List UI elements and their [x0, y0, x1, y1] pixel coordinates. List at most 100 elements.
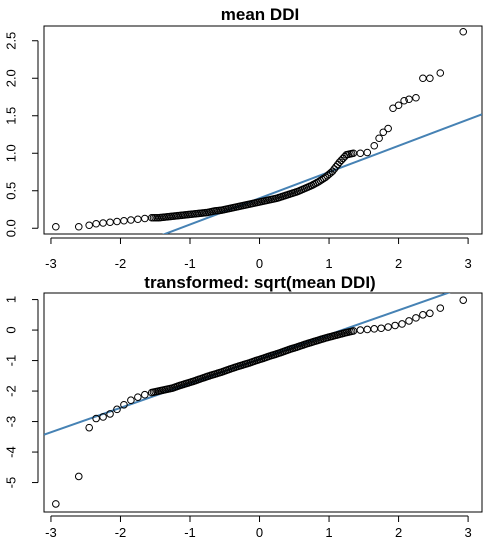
data-point [120, 400, 128, 409]
data-point [160, 386, 168, 394]
data-point [356, 149, 365, 158]
data-point [141, 214, 149, 223]
y-tick-label: 0 [3, 326, 18, 333]
data-point [174, 382, 182, 390]
x-tick-label: -2 [115, 525, 127, 540]
x-tick-label: 0 [256, 256, 263, 271]
data-point [113, 217, 121, 226]
y-tick-label: 1 [3, 296, 18, 303]
data-point [250, 199, 259, 207]
y-tick-label: -2 [3, 385, 18, 397]
data-point [120, 216, 128, 225]
data-point [325, 170, 333, 179]
data-point [74, 222, 83, 231]
data-point [419, 311, 427, 319]
x-tick-label: 2 [395, 256, 402, 271]
y-tick-label: 2.0 [3, 69, 18, 87]
data-point [384, 323, 392, 331]
x-tick-label: -1 [184, 256, 196, 271]
x-tick-label: -1 [184, 525, 196, 540]
x-tick-label: 2 [395, 525, 402, 540]
data-point [74, 472, 83, 481]
data-point [187, 378, 196, 386]
data-point [180, 380, 189, 388]
data-point [394, 101, 403, 110]
data-point [398, 320, 406, 328]
data-point [201, 208, 210, 217]
plot-frame [43, 25, 483, 235]
data-point [229, 364, 238, 372]
y-tick-label: 1.0 [3, 144, 18, 162]
data-point [436, 304, 445, 312]
y-tick-label: 0.5 [3, 182, 18, 200]
data-point [419, 74, 427, 83]
data-point [153, 387, 161, 396]
data-point [113, 405, 121, 414]
data-point [106, 410, 114, 418]
x-tick-label: 1 [325, 525, 332, 540]
data-point [141, 390, 149, 399]
data-point [379, 128, 388, 137]
y-tick-label: 1.5 [3, 107, 18, 125]
data-point [52, 222, 60, 231]
data-point [384, 124, 392, 133]
data-point [127, 396, 135, 405]
data-point [167, 384, 175, 393]
chart-title: transformed: sqrt(mean DDI) [144, 273, 375, 292]
data-point [292, 343, 300, 352]
data-point [320, 334, 328, 343]
data-point [208, 371, 217, 379]
data-point [134, 393, 142, 401]
x-tick-label: 1 [325, 256, 332, 271]
plot-frame [43, 292, 483, 513]
y-tick-label: -1 [3, 355, 18, 367]
chart-title: mean DDI [221, 5, 299, 24]
data-point [264, 352, 273, 361]
y-tick-label: -5 [3, 477, 18, 489]
data-point [292, 188, 300, 196]
data-point [236, 361, 245, 370]
data-point [222, 205, 231, 213]
data-point [127, 216, 135, 224]
x-tick-label: -2 [115, 256, 127, 271]
x-tick-label: 0 [256, 525, 263, 540]
data-point [271, 350, 279, 359]
y-tick-label: -4 [3, 446, 18, 458]
data-point [363, 325, 372, 334]
data-point [99, 413, 107, 421]
qq-panel-mean-ddi: mean DDI -3 -2 -1 0 1 2 3 0.0 0.5 1.0 1.5 2.0 2.5 [3, 5, 483, 271]
data-point [85, 221, 93, 230]
data-point [333, 330, 342, 339]
data-point [215, 368, 224, 377]
data-point [285, 345, 293, 354]
data-point [299, 185, 307, 194]
data-point [326, 332, 335, 341]
qq-panel-sqrt-mean-ddi: transformed: sqrt(mean DDI) -3 -2 -1 0 1 2 3 -5… [3, 273, 483, 540]
x-tick-label: -3 [45, 256, 57, 271]
x-tick-label: 3 [464, 525, 471, 540]
x-tick-label: -3 [45, 525, 57, 540]
y-tick-label: -3 [3, 416, 18, 428]
data-point [412, 314, 420, 322]
data-point [106, 218, 114, 227]
data-point [52, 500, 60, 508]
data-point [299, 341, 307, 349]
data-point [400, 96, 408, 105]
data-point [278, 192, 286, 201]
y-tick-label: 0.0 [3, 219, 18, 237]
data-point [243, 359, 252, 368]
data-point [222, 366, 231, 375]
data-point [92, 414, 100, 423]
data-point [243, 200, 252, 209]
data-point [340, 329, 349, 337]
data-point [436, 69, 445, 77]
data-point [347, 149, 356, 158]
data-point [426, 74, 434, 83]
data-point [194, 375, 203, 384]
data-point [370, 325, 379, 333]
data-point [229, 203, 238, 212]
data-point [347, 327, 356, 336]
data-point [306, 339, 314, 347]
data-point [92, 219, 100, 228]
data-point [257, 355, 266, 363]
